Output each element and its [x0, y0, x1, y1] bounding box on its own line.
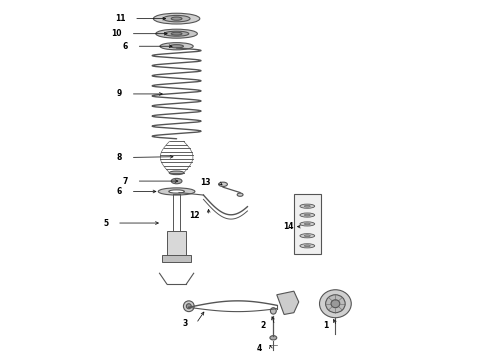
Ellipse shape: [169, 190, 184, 193]
Ellipse shape: [331, 300, 340, 308]
Ellipse shape: [156, 29, 197, 38]
Ellipse shape: [300, 204, 315, 208]
Text: 9: 9: [117, 89, 122, 98]
Ellipse shape: [164, 31, 189, 36]
Text: 12: 12: [190, 211, 200, 220]
Ellipse shape: [300, 244, 315, 248]
Ellipse shape: [304, 235, 310, 237]
Ellipse shape: [300, 213, 315, 217]
Text: 2: 2: [261, 321, 266, 330]
Ellipse shape: [163, 15, 190, 22]
Bar: [294, 194, 321, 253]
Ellipse shape: [270, 336, 277, 340]
Ellipse shape: [158, 188, 195, 195]
Ellipse shape: [186, 304, 191, 309]
Ellipse shape: [171, 32, 182, 35]
Text: 1: 1: [323, 321, 328, 330]
Ellipse shape: [300, 234, 315, 238]
Ellipse shape: [160, 42, 193, 50]
Bar: [167, 231, 186, 257]
Ellipse shape: [169, 171, 184, 175]
Ellipse shape: [171, 17, 182, 20]
Text: 6: 6: [122, 42, 128, 51]
Text: 8: 8: [117, 153, 122, 162]
Text: 11: 11: [115, 14, 125, 23]
Text: 6: 6: [117, 187, 122, 196]
Ellipse shape: [170, 45, 183, 48]
Text: 4: 4: [257, 344, 262, 353]
Ellipse shape: [304, 214, 310, 216]
Text: 13: 13: [200, 178, 211, 187]
Bar: [162, 255, 191, 262]
Text: 14: 14: [283, 222, 294, 231]
Text: 10: 10: [111, 29, 122, 38]
Ellipse shape: [183, 301, 194, 312]
Ellipse shape: [171, 179, 182, 184]
Text: 5: 5: [103, 219, 108, 228]
Text: 7: 7: [122, 176, 128, 185]
Ellipse shape: [304, 223, 310, 225]
Ellipse shape: [304, 245, 310, 247]
Ellipse shape: [319, 290, 351, 318]
Ellipse shape: [153, 13, 200, 24]
Ellipse shape: [300, 222, 315, 226]
Ellipse shape: [270, 308, 276, 314]
Ellipse shape: [219, 182, 227, 186]
Ellipse shape: [237, 193, 243, 196]
Polygon shape: [277, 291, 299, 315]
Text: 3: 3: [182, 319, 187, 328]
Ellipse shape: [304, 205, 310, 207]
Ellipse shape: [326, 295, 345, 313]
